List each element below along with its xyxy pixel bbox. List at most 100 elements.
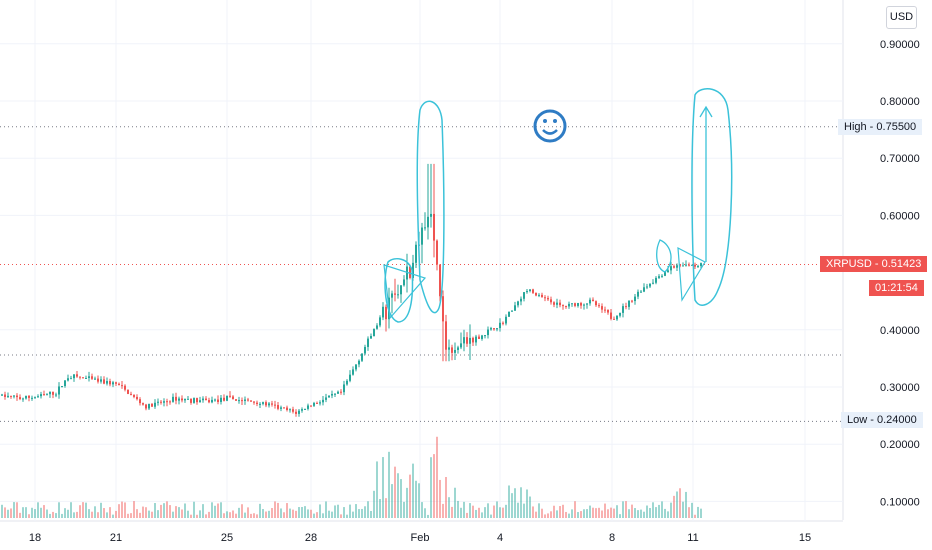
volume-bar xyxy=(403,501,405,518)
volume-bar xyxy=(652,502,654,518)
candle-body xyxy=(100,379,102,382)
volume-bar xyxy=(616,505,618,518)
volume-bar xyxy=(613,508,615,518)
candle-body xyxy=(694,264,696,267)
volume-bar xyxy=(100,502,102,518)
volume-bar xyxy=(217,503,219,518)
volume-bar xyxy=(64,508,66,518)
volume-bar xyxy=(547,513,549,518)
volume-bar xyxy=(430,457,432,518)
volume-bar xyxy=(295,510,297,518)
candle-body xyxy=(292,409,294,412)
volume-bar xyxy=(10,508,12,518)
candle-body xyxy=(622,306,624,313)
volume-bar xyxy=(688,507,690,518)
volume-bar xyxy=(328,510,330,518)
volume-bar xyxy=(532,506,534,518)
volume-bar xyxy=(121,501,123,518)
candle-body xyxy=(652,282,654,284)
volume-bar xyxy=(496,501,498,518)
candle-body xyxy=(124,385,126,390)
volume-bar xyxy=(667,511,669,518)
candle-body xyxy=(499,322,501,329)
candle-body xyxy=(658,276,660,278)
candle-body xyxy=(586,303,588,305)
candle-body xyxy=(247,399,249,401)
candle-body xyxy=(286,407,288,411)
candle-body xyxy=(334,393,336,395)
volume-bar xyxy=(49,513,51,518)
y-tick-label: 0.10000 xyxy=(880,496,920,508)
volume-bar xyxy=(190,514,192,518)
volume-bar xyxy=(628,509,630,518)
high-price-label: High - 0.75500 xyxy=(838,119,923,135)
candle-body xyxy=(370,336,372,339)
volume-bar xyxy=(589,505,591,518)
candle-body xyxy=(340,391,342,393)
countdown-label: 01:21:54 xyxy=(869,280,924,296)
volume-bar xyxy=(310,509,312,518)
volume-bar xyxy=(298,507,300,518)
volume-bar xyxy=(379,499,381,518)
volume-bar xyxy=(268,510,270,518)
volume-bar xyxy=(343,507,345,518)
volume-bar xyxy=(136,509,138,518)
candle-body xyxy=(358,360,360,365)
candle-body xyxy=(541,294,543,298)
candle-body xyxy=(322,399,324,403)
x-axis[interactable]: 18 21 25 28 Feb 4 8 11 15 xyxy=(29,532,811,544)
candle-body xyxy=(568,303,570,307)
candle-body xyxy=(220,397,222,402)
candle-body xyxy=(523,292,525,299)
volume-bar xyxy=(445,476,447,518)
y-tick-label: 0.30000 xyxy=(880,382,920,394)
candle-body xyxy=(64,380,66,387)
volume-bar xyxy=(634,508,636,518)
candle-body xyxy=(319,402,321,404)
candle-body xyxy=(169,401,171,403)
candle-body xyxy=(409,266,411,278)
volume-bar xyxy=(319,504,321,518)
volume-bar xyxy=(16,502,18,518)
candle-body xyxy=(10,395,12,397)
candle-body xyxy=(592,299,594,302)
volume-bar xyxy=(31,507,33,518)
volume-bar xyxy=(517,502,519,518)
volume-bar xyxy=(580,511,582,518)
volume-bar xyxy=(163,503,165,518)
candle-body xyxy=(553,302,555,305)
currency-button[interactable]: USD xyxy=(886,6,917,29)
volume-bar xyxy=(262,509,264,518)
candle-body xyxy=(25,395,27,399)
candle-body xyxy=(391,293,393,298)
candle-body xyxy=(217,399,219,402)
candle-body xyxy=(130,393,132,395)
x-tick-label: 28 xyxy=(305,532,317,544)
candle-body xyxy=(625,306,627,308)
volume-bar xyxy=(175,506,177,518)
y-axis[interactable]: 0.90000 0.80000 0.70000 0.60000 0.40000 0.300… xyxy=(880,39,920,509)
volume-bar xyxy=(631,504,633,518)
volume-bar xyxy=(622,501,624,518)
volume-bar xyxy=(7,509,9,518)
volume-bar xyxy=(331,511,333,518)
candle-body xyxy=(52,391,54,395)
volume-bar xyxy=(475,509,477,518)
volume-bar xyxy=(292,509,294,518)
drawn-triangle-left xyxy=(383,264,427,320)
volume-bar xyxy=(43,505,45,518)
volume-bar xyxy=(130,513,132,518)
candle-body xyxy=(190,398,192,403)
volume-bar xyxy=(559,506,561,518)
candle-body xyxy=(475,336,477,343)
candle-body xyxy=(550,299,552,303)
candle-body xyxy=(1,394,3,396)
volume-bar xyxy=(274,501,276,518)
volume-bar xyxy=(553,505,555,518)
volume-bar xyxy=(670,502,672,518)
candle-body xyxy=(106,381,108,384)
candle-body xyxy=(682,265,684,267)
volume-bar xyxy=(106,512,108,518)
candle-body xyxy=(619,312,621,316)
